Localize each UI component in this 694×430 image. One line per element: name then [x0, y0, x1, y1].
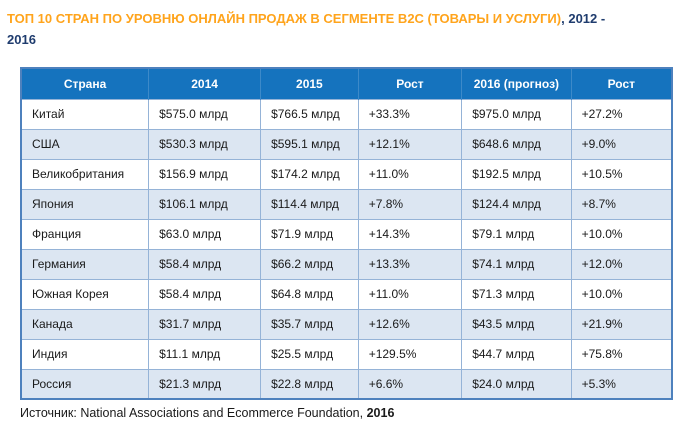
value-cell: $648.6 млрд — [461, 128, 572, 160]
value-cell: +6.6% — [357, 368, 463, 400]
value-cell: +12.0% — [570, 248, 673, 280]
value-cell: $575.0 млрд — [148, 98, 262, 130]
value-cell: $21.3 млрд — [148, 368, 262, 400]
value-cell: $43.5 млрд — [461, 308, 572, 340]
value-cell: +12.1% — [357, 128, 463, 160]
value-cell: +8.7% — [570, 188, 673, 220]
value-cell: $74.1 млрд — [461, 248, 572, 280]
country-cell: Индия — [20, 338, 150, 370]
value-cell: $11.1 млрд — [148, 338, 262, 370]
title-period: , 2012 - 2016 — [7, 11, 606, 47]
table-row: Китай $575.0 млрд $766.5 млрд +33.3% $975.0 … — [20, 98, 673, 130]
value-cell: $114.4 млрд — [260, 188, 359, 220]
table-row: Япония $106.1 млрд $114.4 млрд +7.8% $124.4 … — [20, 188, 673, 220]
column-header: 2014 — [148, 68, 262, 99]
value-cell: $766.5 млрд — [260, 98, 359, 130]
column-header: Рост — [570, 68, 673, 99]
column-header: Страна — [20, 68, 150, 99]
table-row: США $530.3 млрд $595.1 млрд +12.1% $648.6 мл… — [20, 128, 673, 160]
value-cell: +27.2% — [570, 98, 673, 130]
value-cell: $22.8 млрд — [260, 368, 359, 400]
value-cell: $44.7 млрд — [461, 338, 572, 370]
value-cell: $58.4 млрд — [148, 278, 262, 310]
value-cell: +5.3% — [570, 368, 673, 400]
country-cell: Китай — [20, 98, 150, 130]
country-cell: Канада — [20, 308, 150, 340]
table-row: Индия $11.1 млрд $25.5 млрд +129.5% $44.7 мл… — [20, 338, 673, 370]
table-body: Китай $575.0 млрд $766.5 млрд +33.3% $975.0 … — [20, 98, 673, 400]
value-cell: +13.3% — [357, 248, 463, 280]
page: ТОП 10 СТРАН ПО УРОВНЮ ОНЛАЙН ПРОДАЖ В С… — [0, 8, 694, 430]
source-text: National Associations and Ecommerce Foun… — [76, 406, 367, 420]
source-label: Источник: — [20, 406, 77, 420]
value-cell: +9.0% — [570, 128, 673, 160]
value-cell: +75.8% — [570, 338, 673, 370]
value-cell: $64.8 млрд — [260, 278, 359, 310]
value-cell: $58.4 млрд — [148, 248, 262, 280]
value-cell: $975.0 млрд — [461, 98, 572, 130]
value-cell: +33.3% — [357, 98, 463, 130]
source-year: 2016 — [366, 406, 395, 420]
value-cell: $24.0 млрд — [461, 368, 572, 400]
country-cell: Великобритания — [20, 158, 150, 190]
country-cell: Франция — [20, 218, 150, 250]
value-cell: $106.1 млрд — [148, 188, 262, 220]
country-cell: США — [20, 128, 150, 160]
value-cell: $63.0 млрд — [148, 218, 262, 250]
value-cell: +11.0% — [357, 278, 463, 310]
source-note: Источник: National Associations and Ecom… — [20, 406, 694, 420]
value-cell: $79.1 млрд — [461, 218, 572, 250]
title-main: ТОП 10 СТРАН ПО УРОВНЮ ОНЛАЙН ПРОДАЖ В С… — [7, 11, 562, 26]
country-cell: Германия — [20, 248, 150, 280]
value-cell: $174.2 млрд — [260, 158, 359, 190]
table-row: Южная Корея $58.4 млрд $64.8 млрд +11.0% $71… — [20, 278, 673, 310]
value-cell: $530.3 млрд — [148, 128, 262, 160]
value-cell: +11.0% — [357, 158, 463, 190]
header-row: Страна 2014 2015 Рост 2016 (прогноз) Рост — [20, 68, 673, 99]
value-cell: +14.3% — [357, 218, 463, 250]
country-cell: Япония — [20, 188, 150, 220]
value-cell: +10.5% — [570, 158, 673, 190]
value-cell: +10.0% — [570, 278, 673, 310]
value-cell: $31.7 млрд — [148, 308, 262, 340]
table-row: Германия $58.4 млрд $66.2 млрд +13.3% $74.1 … — [20, 248, 673, 280]
value-cell: +10.0% — [570, 218, 673, 250]
column-header: 2015 — [260, 68, 359, 99]
value-cell: +12.6% — [357, 308, 463, 340]
value-cell: $595.1 млрд — [260, 128, 359, 160]
value-cell: $25.5 млрд — [260, 338, 359, 370]
column-header: 2016 (прогноз) — [461, 68, 572, 99]
table-row: Россия $21.3 млрд $22.8 млрд +6.6% $24.0 млр… — [20, 368, 673, 400]
value-cell: +21.9% — [570, 308, 673, 340]
table-row: Франция $63.0 млрд $71.9 млрд +14.3% $79.1 м… — [20, 218, 673, 250]
page-title: ТОП 10 СТРАН ПО УРОВНЮ ОНЛАЙН ПРОДАЖ В С… — [7, 8, 607, 50]
value-cell: $156.9 млрд — [148, 158, 262, 190]
value-cell: $71.3 млрд — [461, 278, 572, 310]
value-cell: $192.5 млрд — [461, 158, 572, 190]
country-cell: Южная Корея — [20, 278, 150, 310]
value-cell: $71.9 млрд — [260, 218, 359, 250]
value-cell: $66.2 млрд — [260, 248, 359, 280]
value-cell: +129.5% — [357, 338, 463, 370]
table-row: Канада $31.7 млрд $35.7 млрд +12.6% $43.5 мл… — [20, 308, 673, 340]
b2c-sales-table: Страна 2014 2015 Рост 2016 (прогноз) Рост Кит… — [20, 67, 673, 400]
country-cell: Россия — [20, 368, 150, 400]
value-cell: $124.4 млрд — [461, 188, 572, 220]
table-row: Великобритания $156.9 млрд $174.2 млрд +11.… — [20, 158, 673, 190]
value-cell: +7.8% — [357, 188, 463, 220]
value-cell: $35.7 млрд — [260, 308, 359, 340]
column-header: Рост — [357, 68, 463, 99]
